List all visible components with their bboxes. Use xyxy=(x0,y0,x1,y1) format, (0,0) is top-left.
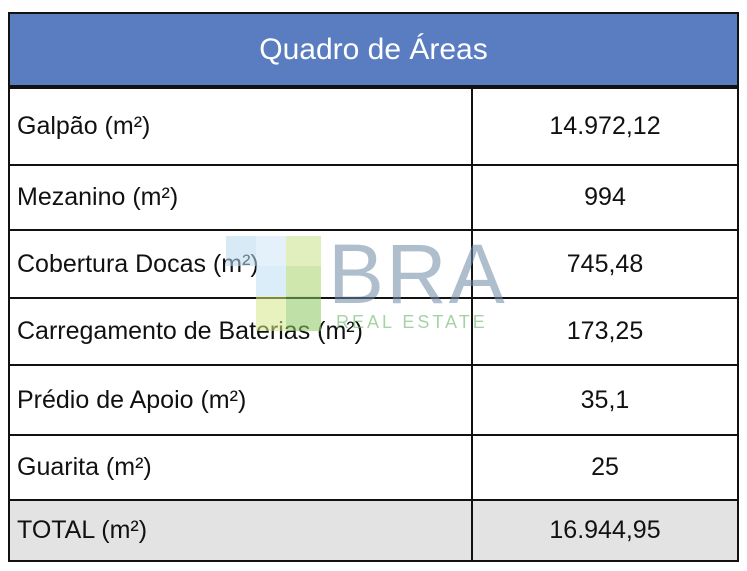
row-label: Guarita (m²) xyxy=(17,453,152,481)
table-row: TOTAL (m²) 16.944,95 xyxy=(10,499,737,560)
area-table: Quadro de Áreas Galpão (m²) 14.972,12 Meza… xyxy=(8,12,739,562)
table-title: Quadro de Áreas xyxy=(10,14,737,87)
table-row: Mezanino (m²) 994 xyxy=(10,164,737,229)
table-row: Carregamento de Baterias (m²) 173,25 xyxy=(10,297,737,364)
row-value: 16.944,95 xyxy=(471,501,737,560)
row-label: Prédio de Apoio (m²) xyxy=(17,385,247,414)
row-label: Cobertura Docas (m²) xyxy=(17,249,259,278)
row-label: Mezanino (m²) xyxy=(17,183,179,211)
table-row: Prédio de Apoio (m²) 35,1 xyxy=(10,364,737,434)
row-label: Carregamento de Baterias (m²) xyxy=(17,317,363,345)
row-label: TOTAL (m²) xyxy=(17,516,148,544)
row-value: 25 xyxy=(471,436,737,499)
row-value: 173,25 xyxy=(471,299,737,364)
row-value: 14.972,12 xyxy=(471,89,737,164)
row-value: 35,1 xyxy=(471,366,737,434)
row-value: 994 xyxy=(471,166,737,229)
row-label: Galpão (m²) xyxy=(17,112,151,140)
table-row: Galpão (m²) 14.972,12 xyxy=(10,87,737,164)
row-value: 745,48 xyxy=(471,231,737,297)
table-row: Cobertura Docas (m²) 745,48 xyxy=(10,229,737,297)
table-row: Guarita (m²) 25 xyxy=(10,434,737,499)
